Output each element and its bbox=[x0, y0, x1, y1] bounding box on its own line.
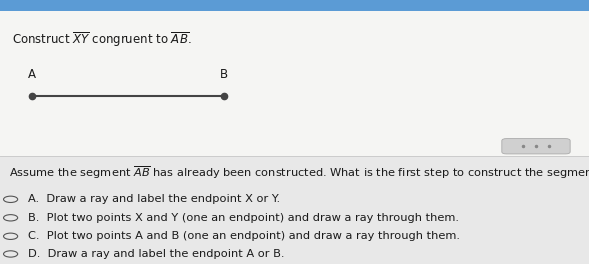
Text: Construct $\overline{XY}$ congruent to $\overline{AB}$.: Construct $\overline{XY}$ congruent to $… bbox=[12, 30, 191, 49]
FancyBboxPatch shape bbox=[502, 139, 570, 154]
Text: B.  Plot two points X and Y (one an endpoint) and draw a ray through them.: B. Plot two points X and Y (one an endpo… bbox=[28, 213, 459, 223]
Text: Assume the segment $\overline{AB}$ has already been constructed. What is the fir: Assume the segment $\overline{AB}$ has a… bbox=[9, 164, 589, 181]
Text: A.  Draw a ray and label the endpoint X or Y.: A. Draw a ray and label the endpoint X o… bbox=[28, 194, 280, 204]
Bar bbox=[0, 0, 589, 11]
Text: C.  Plot two points A and B (one an endpoint) and draw a ray through them.: C. Plot two points A and B (one an endpo… bbox=[28, 231, 460, 241]
Bar bbox=[0, 156, 589, 264]
Text: D.  Draw a ray and label the endpoint A or B.: D. Draw a ray and label the endpoint A o… bbox=[28, 249, 284, 259]
Bar bbox=[0, 0, 589, 156]
Text: B: B bbox=[220, 68, 228, 81]
Text: A: A bbox=[28, 68, 37, 81]
